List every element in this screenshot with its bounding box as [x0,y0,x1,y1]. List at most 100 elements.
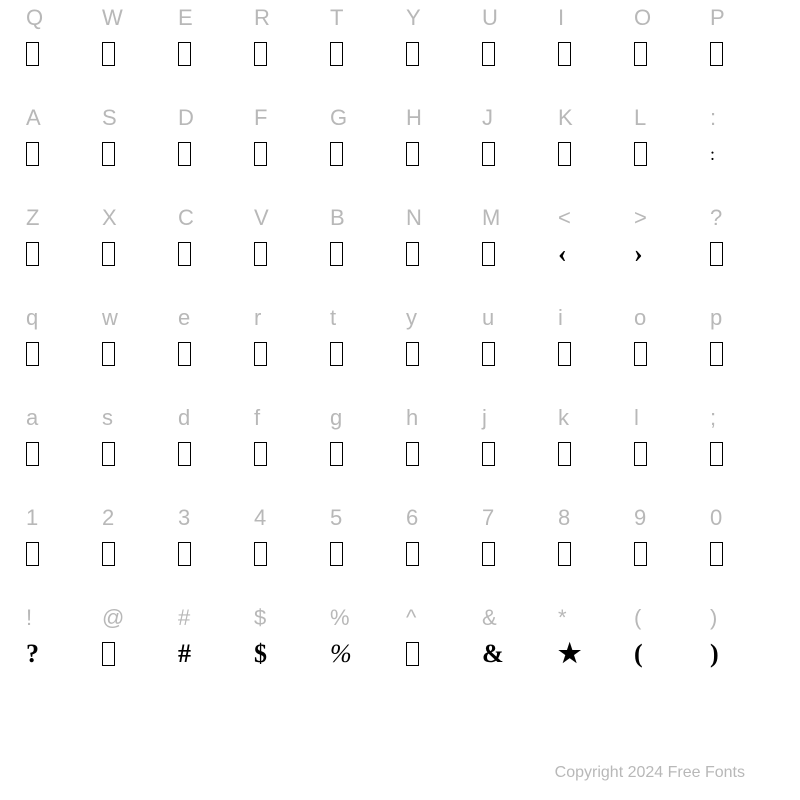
missing-glyph-icon [482,42,495,66]
glyph-sample [628,436,704,472]
row-pair: !@#$%^&*()?#$%&★() [20,600,780,672]
key-label: 9 [628,500,704,536]
missing-glyph-icon [26,342,39,366]
key-label: ! [20,600,96,636]
key-label: < [552,200,628,236]
glyph-sample [248,536,324,572]
glyph-sample [172,336,248,372]
glyph-sample [400,636,476,672]
key-label: @ [96,600,172,636]
glyph-row: ?#$%&★() [20,636,780,672]
glyph-sample [476,36,552,72]
glyph-sample [552,536,628,572]
missing-glyph-icon [254,142,267,166]
key-label: Z [20,200,96,236]
key-label: 8 [552,500,628,536]
missing-glyph-icon [710,42,723,66]
row-pair: qwertyuiop [20,300,780,372]
missing-glyph-icon [482,542,495,566]
glyph-sample [476,336,552,372]
glyph-sample [704,36,780,72]
key-label: X [96,200,172,236]
missing-glyph-icon [178,542,191,566]
missing-glyph-icon [710,342,723,366]
glyph-sample [96,636,172,672]
glyph-sample [400,436,476,472]
glyph-sample [324,336,400,372]
glyph-sample [628,136,704,172]
missing-glyph-icon [254,442,267,466]
key-label: 1 [20,500,96,536]
missing-glyph-icon [26,42,39,66]
glyph-sample: ★ [552,636,628,672]
key-label: 0 [704,500,780,536]
key-row: ASDFGHJKL: [20,100,780,136]
key-label: K [552,100,628,136]
missing-glyph-icon [178,242,191,266]
key-label: V [248,200,324,236]
missing-glyph-icon [406,142,419,166]
glyph-sample [704,536,780,572]
key-label: % [324,600,400,636]
key-label: W [96,0,172,36]
glyph-sample [96,436,172,472]
missing-glyph-icon [406,642,419,666]
glyph-sample [476,136,552,172]
missing-glyph-icon [254,42,267,66]
missing-glyph-icon [406,442,419,466]
glyph-sample [20,336,96,372]
glyph-sample [248,336,324,372]
key-label: e [172,300,248,336]
missing-glyph-icon [254,342,267,366]
glyph-sample [476,236,552,272]
missing-glyph-icon [558,442,571,466]
key-label: J [476,100,552,136]
key-label: H [400,100,476,136]
missing-glyph-icon [26,142,39,166]
missing-glyph-icon [254,242,267,266]
missing-glyph-icon [406,42,419,66]
key-label: * [552,600,628,636]
key-label: B [324,200,400,236]
glyph-sample: › [628,236,704,272]
key-label: L [628,100,704,136]
missing-glyph-icon [634,42,647,66]
glyph-sample: ‹ [552,236,628,272]
missing-glyph-icon [26,542,39,566]
glyph-sample [248,436,324,472]
key-label: w [96,300,172,336]
glyph-sample [96,336,172,372]
glyph-sample [96,536,172,572]
glyph-sample [172,436,248,472]
key-label: M [476,200,552,236]
missing-glyph-icon [26,242,39,266]
glyph-sample [20,236,96,272]
key-label: ) [704,600,780,636]
missing-glyph-icon [482,442,495,466]
glyph-sample: # [172,636,248,672]
glyph-row [20,36,780,72]
key-label: k [552,400,628,436]
key-label: U [476,0,552,36]
row-pair: ZXCVBNM<>?‹› [20,200,780,272]
missing-glyph-icon [482,142,495,166]
missing-glyph-icon [254,542,267,566]
missing-glyph-icon [26,442,39,466]
glyph-sample [628,336,704,372]
key-label: & [476,600,552,636]
glyph-sample [552,436,628,472]
glyph-sample [324,136,400,172]
missing-glyph-icon [710,542,723,566]
glyph-sample [400,236,476,272]
glyph-sample [172,36,248,72]
key-label: : [704,100,780,136]
key-label: 7 [476,500,552,536]
key-label: G [324,100,400,136]
glyph-sample [324,436,400,472]
missing-glyph-icon [178,342,191,366]
missing-glyph-icon [330,342,343,366]
row-pair: QWERTYUIOP [20,0,780,72]
missing-glyph-icon [406,342,419,366]
glyph-sample: ) [704,636,780,672]
glyph-sample [400,36,476,72]
